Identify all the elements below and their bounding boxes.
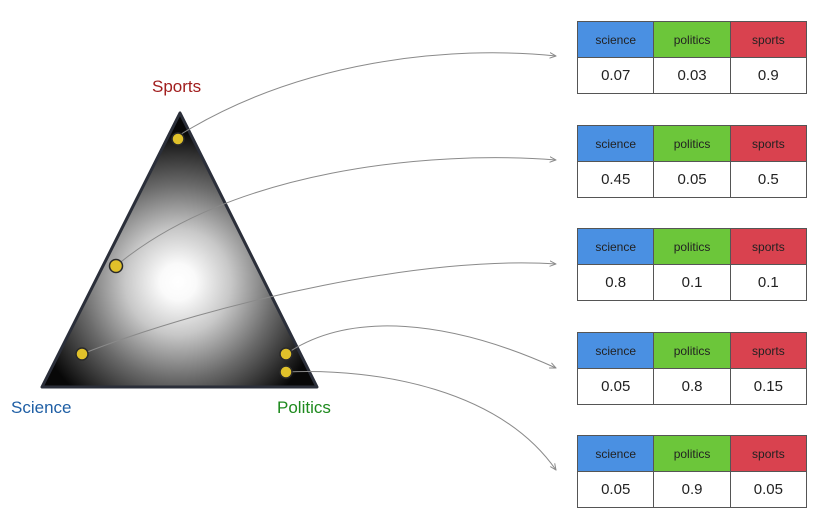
- header-sports: sports: [729, 21, 808, 58]
- header-sports: sports: [729, 125, 808, 162]
- probability-table: science politics sports 0.05 0.9 0.05: [576, 435, 808, 508]
- probability-table: science politics sports 0.45 0.05 0.5: [576, 125, 808, 198]
- value-sports: 0.5: [729, 161, 808, 198]
- value-politics: 0.8: [653, 368, 731, 405]
- connector-arrow: [81, 263, 556, 355]
- header-politics: politics: [653, 21, 731, 58]
- header-science: science: [576, 21, 655, 58]
- value-science: 0.8: [576, 264, 655, 301]
- probability-table: science politics sports 0.05 0.8 0.15: [576, 332, 808, 405]
- header-sports: sports: [729, 435, 808, 472]
- vertex-label-science: Science: [11, 398, 72, 417]
- value-sports: 0.1: [729, 264, 808, 301]
- probability-table: science politics sports 0.07 0.03 0.9: [576, 21, 808, 94]
- header-science: science: [576, 125, 655, 162]
- value-science: 0.07: [576, 57, 655, 94]
- vertex-label-politics: Politics: [277, 398, 331, 417]
- connector-arrow: [285, 371, 556, 470]
- connector-arrow: [115, 158, 556, 267]
- value-sports: 0.9: [729, 57, 808, 94]
- value-politics: 0.9: [653, 471, 731, 508]
- header-science: science: [576, 435, 655, 472]
- value-politics: 0.1: [653, 264, 731, 301]
- data-point: [108, 258, 124, 274]
- value-science: 0.05: [576, 368, 655, 405]
- probability-table: science politics sports 0.8 0.1 0.1: [576, 228, 808, 301]
- data-point: [279, 365, 293, 379]
- header-politics: politics: [653, 228, 731, 265]
- data-point: [75, 347, 89, 361]
- header-politics: politics: [653, 332, 731, 369]
- header-science: science: [576, 228, 655, 265]
- header-science: science: [576, 332, 655, 369]
- vertex-label-sports: Sports: [152, 77, 202, 96]
- value-politics: 0.05: [653, 161, 731, 198]
- value-politics: 0.03: [653, 57, 731, 94]
- connector-arrow: [177, 53, 556, 137]
- header-sports: sports: [729, 228, 808, 265]
- data-point: [279, 347, 293, 361]
- data-point: [171, 132, 185, 146]
- value-sports: 0.05: [729, 471, 808, 508]
- header-sports: sports: [729, 332, 808, 369]
- value-sports: 0.15: [729, 368, 808, 405]
- simplex-triangle: [40, 111, 319, 389]
- header-politics: politics: [653, 125, 731, 162]
- connector-arrow: [285, 325, 556, 368]
- value-science: 0.45: [576, 161, 655, 198]
- value-science: 0.05: [576, 471, 655, 508]
- header-politics: politics: [653, 435, 731, 472]
